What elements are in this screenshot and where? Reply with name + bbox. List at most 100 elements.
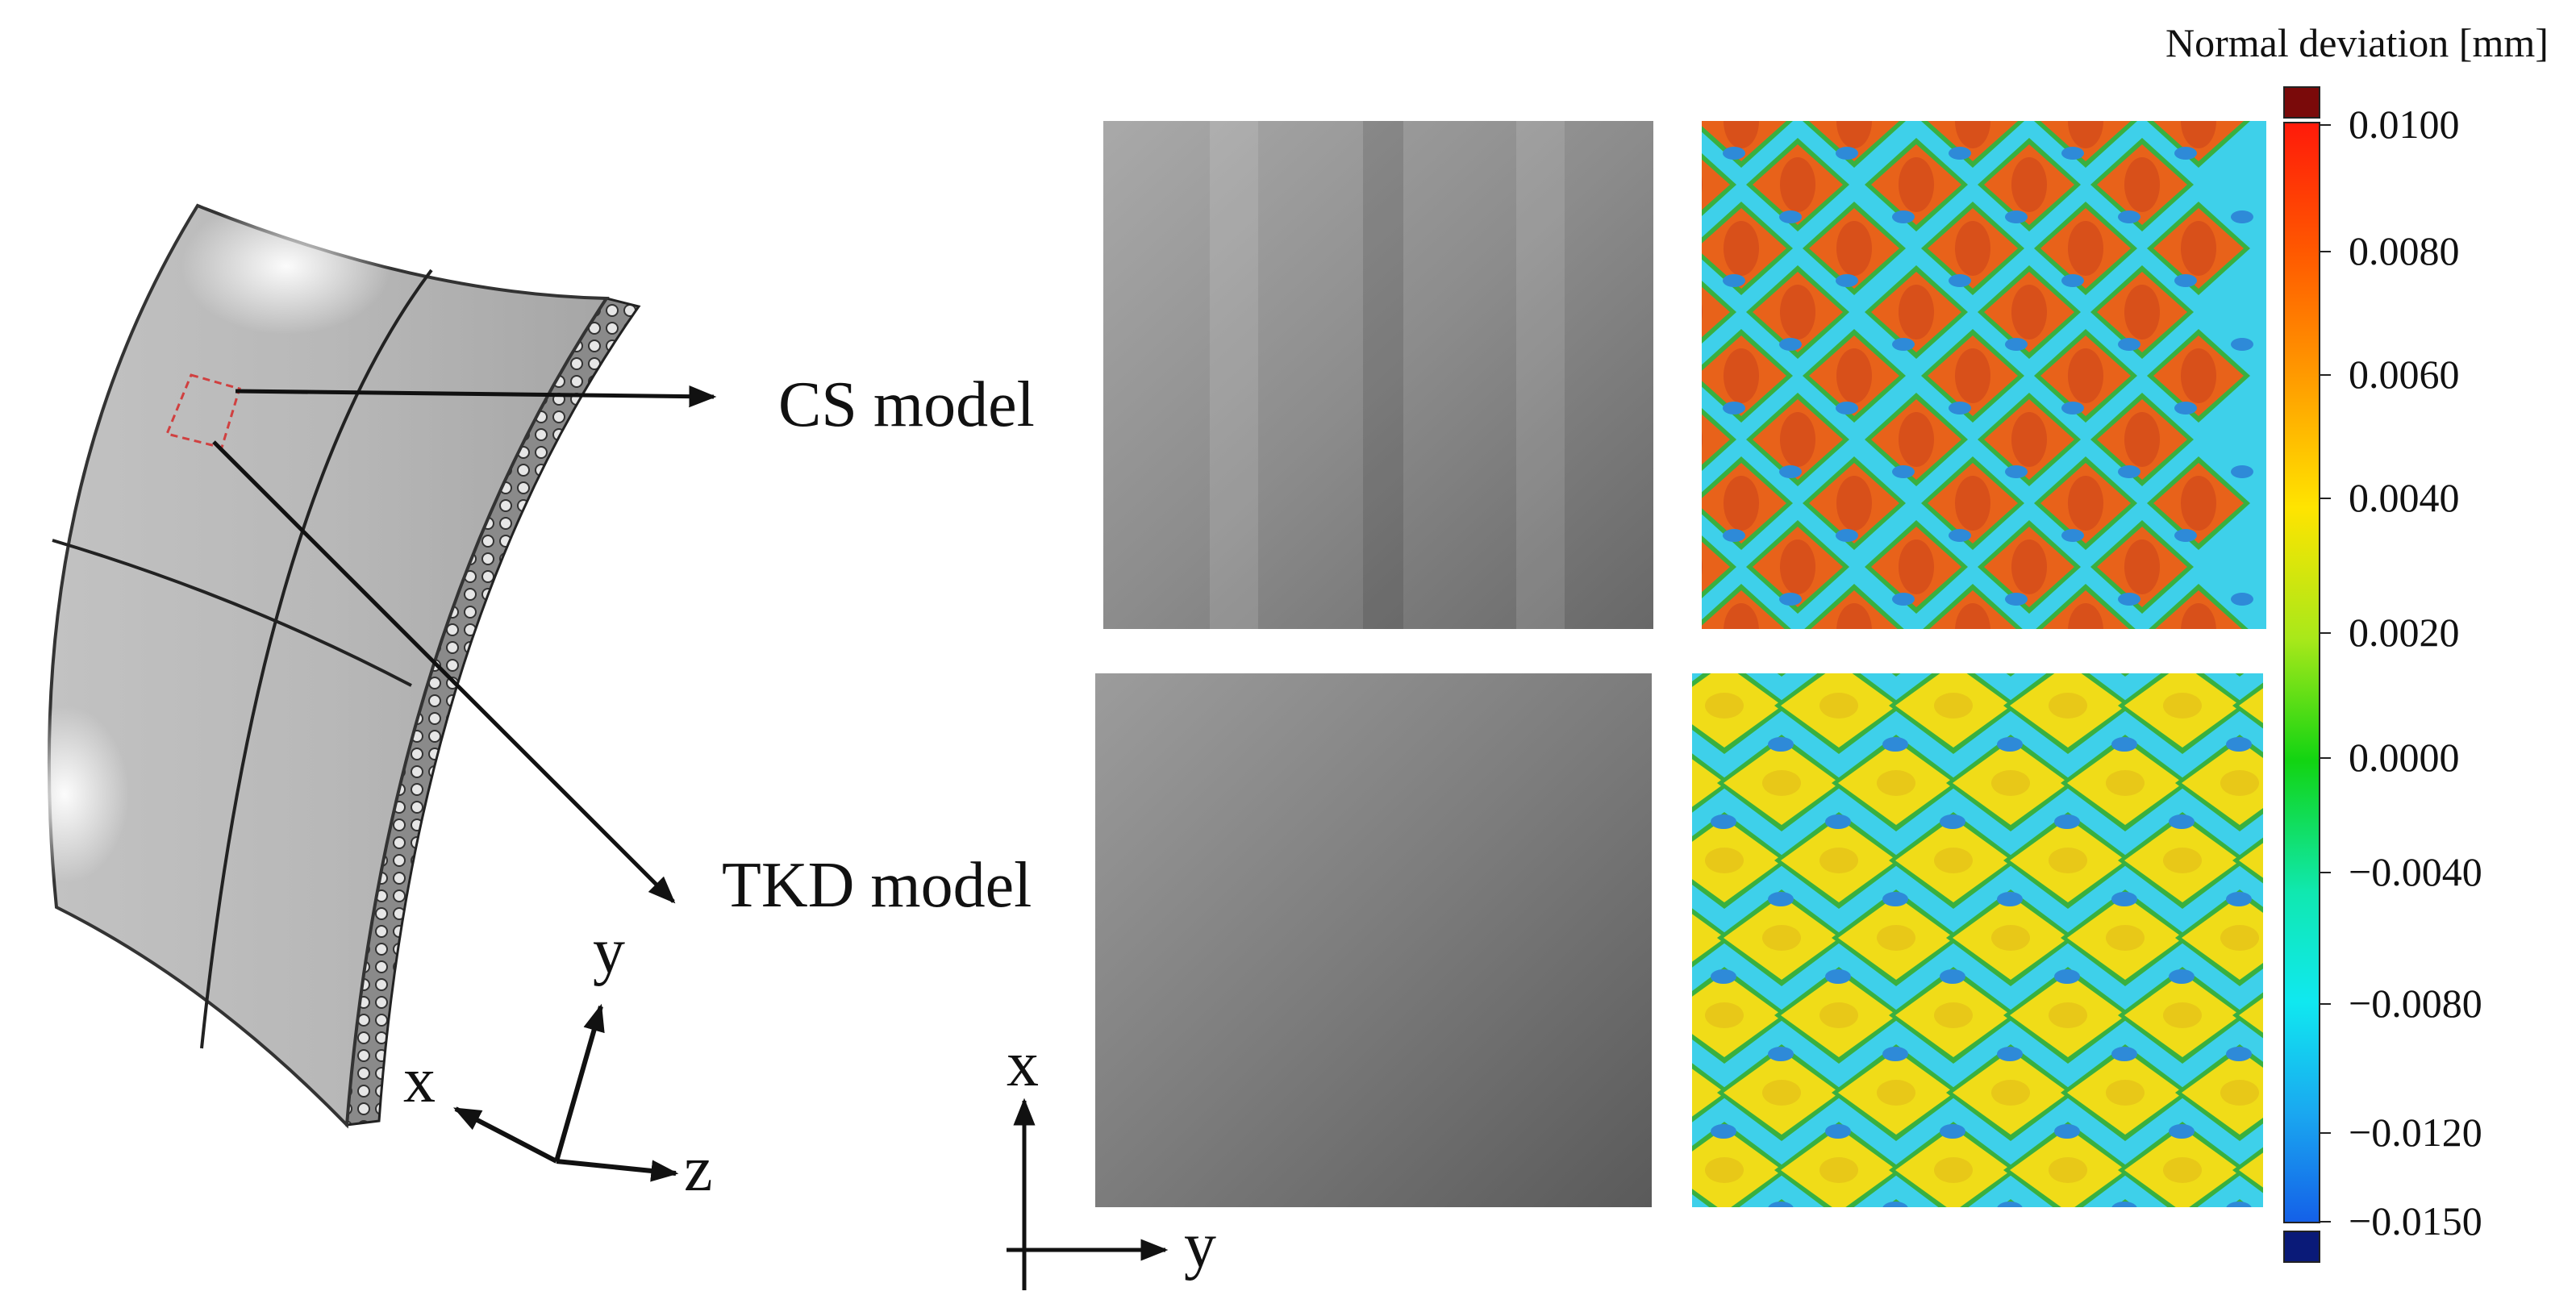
deviation-spot bbox=[2111, 737, 2137, 752]
deviation-spot bbox=[2124, 539, 2160, 594]
deviation-spot bbox=[1768, 1047, 1794, 1061]
axis-3d-y-label: y bbox=[593, 916, 625, 987]
deviation-spot bbox=[2061, 529, 2084, 542]
deviation-spot bbox=[1934, 1002, 1973, 1028]
deviation-spot bbox=[1724, 221, 1759, 276]
deviation-spot bbox=[1877, 770, 1915, 796]
deviation-spot bbox=[1949, 529, 1971, 542]
deviation-spot bbox=[1836, 476, 1872, 531]
deviation-spot bbox=[1997, 892, 2023, 906]
deviation-spot bbox=[2231, 465, 2253, 478]
deviation-spot bbox=[1762, 925, 1801, 951]
deviation-spot bbox=[2118, 210, 2140, 223]
deviation-spot bbox=[1877, 925, 1915, 951]
deviation-spot bbox=[2005, 465, 2028, 478]
deviation-spot bbox=[2106, 925, 2145, 951]
deviation-spot bbox=[2111, 1047, 2137, 1061]
deviation-spot bbox=[1836, 348, 1872, 403]
colorbar-tick-label: −0.0150 bbox=[2349, 1198, 2482, 1243]
deviation-spot bbox=[1836, 529, 1858, 542]
deviation-spot bbox=[2061, 147, 2084, 160]
deviation-spot bbox=[1892, 338, 1915, 351]
deviation-blob bbox=[2235, 673, 2245, 677]
deviation-spot bbox=[2181, 348, 2216, 403]
deviation-blob bbox=[1885, 1199, 1907, 1207]
deviation-spot bbox=[2005, 338, 2028, 351]
deviation-spot bbox=[1899, 412, 1934, 467]
arrow-to-cs-model bbox=[235, 385, 717, 408]
deviation-spot bbox=[2169, 1124, 2195, 1139]
deviation-spot bbox=[2049, 1002, 2087, 1028]
panel-shine bbox=[181, 198, 391, 335]
deviation-spot bbox=[2011, 30, 2047, 85]
deviation-spot bbox=[1780, 285, 1815, 339]
deviation-spot bbox=[2181, 476, 2216, 531]
colorbar-tick-label: 0.0000 bbox=[2349, 735, 2460, 780]
deviation-blob bbox=[1603, 1199, 1732, 1296]
deviation-spot bbox=[1648, 1235, 1686, 1260]
deviation-spot bbox=[1819, 848, 1858, 873]
deviation-spot bbox=[1723, 274, 1745, 287]
colorbar-tick-label: 0.0020 bbox=[2349, 610, 2460, 655]
deviation-spot bbox=[2231, 338, 2253, 351]
deviation-spot bbox=[2174, 402, 2197, 414]
deviation-spot bbox=[2118, 465, 2140, 478]
deviation-spot bbox=[2231, 210, 2253, 223]
deviation-spot bbox=[1991, 1235, 2030, 1260]
deviation-spot bbox=[1882, 737, 1908, 752]
axis-3d-z-label: z bbox=[684, 1134, 713, 1205]
deviation-spot bbox=[1892, 465, 1915, 478]
deviation-spot bbox=[1836, 147, 1858, 160]
deviation-spot bbox=[1702, 431, 1703, 448]
deviation-spot bbox=[2118, 338, 2140, 351]
deviation-spot bbox=[2068, 121, 2103, 148]
deviation-spot bbox=[1648, 925, 1686, 951]
deviation-spot bbox=[1836, 603, 1872, 629]
panel-face bbox=[47, 203, 610, 1129]
axes-3d bbox=[452, 1003, 679, 1182]
deviation-blob bbox=[1702, 414, 1730, 465]
deviation-spot bbox=[2181, 603, 2216, 629]
deviation-spot bbox=[1899, 539, 1934, 594]
deviation-spot bbox=[2231, 593, 2253, 606]
axis-2d-y-label: y bbox=[1184, 1210, 1216, 1281]
deviation-spot bbox=[1836, 274, 1858, 287]
deviation-spot bbox=[1705, 1002, 1744, 1028]
deviation-spot bbox=[1877, 1235, 1915, 1260]
colorbar bbox=[2283, 86, 2331, 1263]
deviation-blob bbox=[1984, 17, 2074, 98]
deviation-spot bbox=[1768, 892, 1794, 906]
deviation-spot bbox=[2011, 285, 2047, 339]
deviation-spot bbox=[1892, 593, 1915, 606]
deviation-spot bbox=[1723, 147, 1745, 160]
colorbar-under bbox=[2283, 1231, 2320, 1263]
deviation-spot bbox=[1997, 1047, 2023, 1061]
deviation-spot bbox=[1955, 603, 1990, 629]
cs-deviation-map bbox=[1667, 17, 2266, 629]
deviation-spot bbox=[1940, 814, 1965, 829]
deviation-spot bbox=[1779, 338, 1802, 351]
deviation-spot bbox=[1836, 402, 1858, 414]
deviation-spot bbox=[1825, 814, 1851, 829]
deviation-spot bbox=[1705, 1157, 1744, 1183]
panel-grid-line bbox=[200, 269, 433, 1049]
deviation-spot bbox=[1997, 1202, 2023, 1207]
deviation-spot bbox=[1648, 770, 1686, 796]
deviation-blob bbox=[2239, 843, 2263, 878]
deviation-spot bbox=[2068, 348, 2103, 403]
deviation-spot bbox=[2106, 1080, 2145, 1106]
deviation-spot bbox=[2174, 274, 2197, 287]
tkd-grayscale-image bbox=[1095, 673, 1652, 1207]
deviation-blob bbox=[1702, 159, 1730, 210]
deviation-spot bbox=[1940, 969, 1965, 984]
deviation-spot bbox=[2111, 1202, 2137, 1207]
deviation-spot bbox=[1762, 1235, 1801, 1260]
deviation-spot bbox=[1819, 1002, 1858, 1028]
deviation-spot bbox=[1825, 969, 1851, 984]
panel-shine bbox=[0, 706, 129, 883]
deviation-spot bbox=[2054, 969, 2080, 984]
deviation-spot bbox=[2011, 539, 2047, 594]
deviation-spot bbox=[1940, 1124, 1965, 1139]
deviation-spot bbox=[1667, 30, 1703, 85]
